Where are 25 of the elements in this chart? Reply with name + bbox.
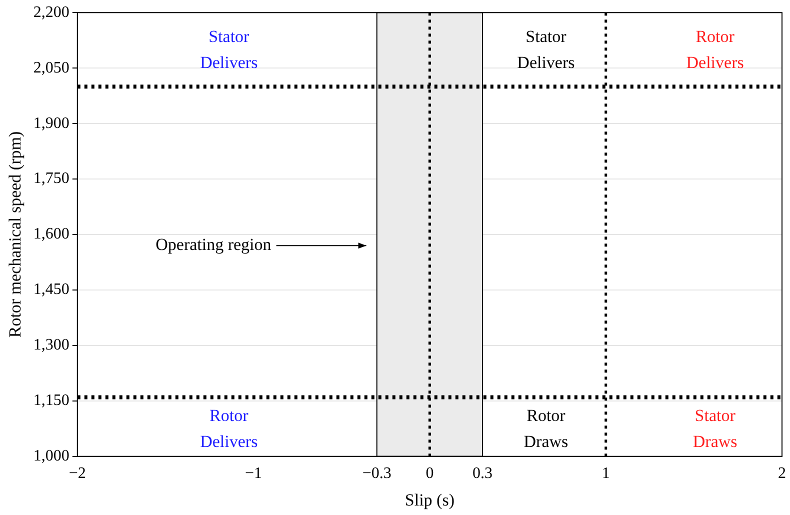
y-tick-label: 1,450 — [33, 281, 70, 298]
x-tick-label: 2 — [778, 465, 786, 482]
annotation: Stator Draws — [692, 406, 738, 452]
x-tick-label: −0.3 — [362, 465, 392, 482]
y-tick-label: 1,150 — [33, 392, 70, 410]
x-axis-title: Slip (s) — [404, 490, 454, 510]
annotation: Stator Delivers — [517, 26, 575, 72]
annotation: Rotor Draws — [524, 406, 568, 452]
x-tick-label: −1 — [245, 465, 262, 482]
annotation: Operating region — [156, 235, 272, 254]
annotation: Rotor Delivers — [686, 26, 744, 72]
x-tick-label: 0 — [426, 465, 434, 482]
annotation: Rotor Delivers — [200, 406, 258, 452]
y-tick-label: 1,750 — [33, 170, 70, 188]
y-tick-label: 1,300 — [33, 336, 70, 354]
y-tick-label: 1,000 — [33, 448, 70, 465]
y-tick-label: 1,600 — [33, 226, 70, 243]
y-tick-label: 2,050 — [33, 59, 70, 76]
y-axis-title: Rotor mechanical speed (rpm) — [6, 131, 25, 338]
y-tick-label: 2,200 — [33, 4, 70, 21]
annotation: Stator Delivers — [200, 26, 258, 72]
y-tick-label: 1,900 — [33, 114, 70, 132]
x-tick-label: 1 — [602, 465, 610, 482]
x-tick-label: −2 — [68, 465, 86, 482]
x-tick-label: 0.3 — [472, 465, 493, 482]
